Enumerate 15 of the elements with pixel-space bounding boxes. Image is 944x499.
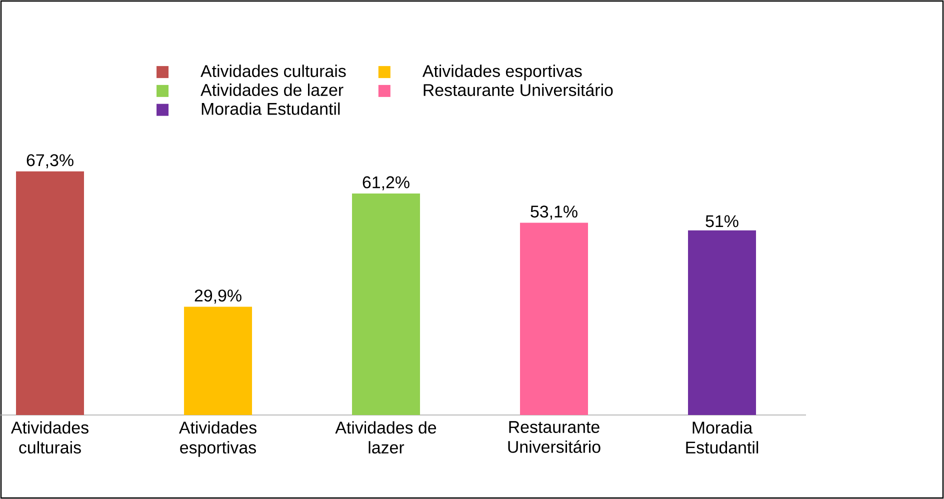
x-tick-label: Restaurante Universitário xyxy=(508,421,600,453)
x-tick-label: Atividades culturais xyxy=(10,421,88,454)
legend-label: Atividades culturais xyxy=(200,64,346,78)
data-label: 53,1% xyxy=(530,206,578,220)
x-tick-label: Moradia Estudantil xyxy=(686,421,758,454)
data-label: 51% xyxy=(706,215,738,228)
x-tick-label: Atividades esportivas xyxy=(178,421,256,457)
data-label: 67,3% xyxy=(26,154,74,168)
x-tick-label: Atividades de lazer xyxy=(335,421,436,454)
data-label: 29,9% xyxy=(194,290,242,304)
legend-label: Restaurante Universitário xyxy=(424,83,613,96)
data-label: 61,2% xyxy=(362,176,410,190)
legend-label: Moradia Estudantil xyxy=(202,102,340,115)
legend-label: Atividades de lazer xyxy=(200,84,344,96)
legend-label: Atividades esportivas xyxy=(422,64,582,80)
